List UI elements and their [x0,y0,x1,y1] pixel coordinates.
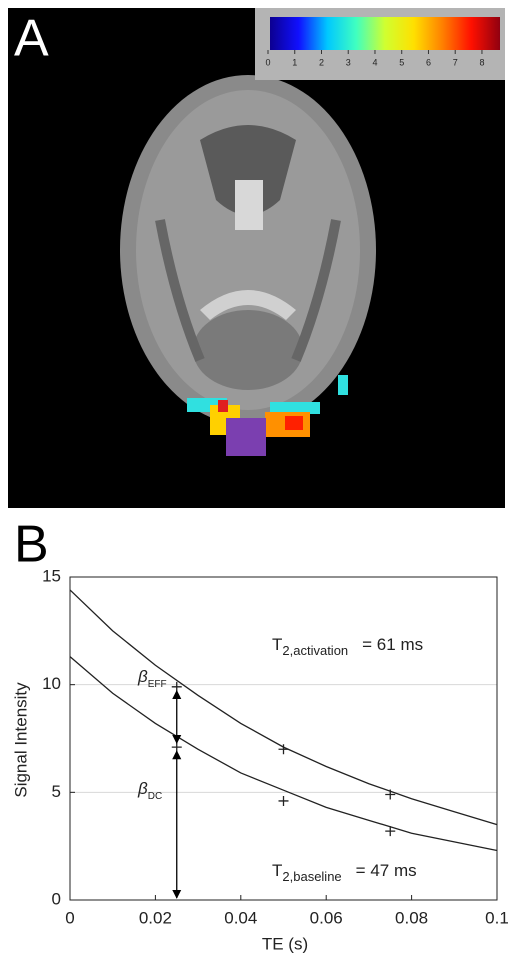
annotation-symbol: T [272,635,282,654]
colorbar [270,17,500,50]
line [69,656,498,852]
panel-label: B [14,516,49,574]
marker [385,826,396,837]
annotation: βEFF [137,667,167,689]
colorbar-tick-label: 7 [453,57,458,67]
annotation: βDC [137,779,162,801]
panel-label: A [14,10,49,68]
colorbar-tick-label: 6 [426,57,431,67]
colorbar-tick-label: 3 [346,57,351,67]
colorbar-tick-label: 4 [372,57,377,67]
annotation-symbol: T [272,861,282,880]
y-tick-label: 5 [52,782,61,801]
x-tick-label: 0 [65,908,74,927]
annotation-subscript: EFF [148,679,167,690]
colorbar-tick-label: 2 [319,57,324,67]
annotation-value: = 47 ms [356,861,417,880]
annotation-value: = 61 ms [362,635,423,654]
plot-area [70,577,497,900]
y-axis-label: Signal Intensity [11,682,30,798]
marker [385,789,396,800]
brain-image [120,75,376,425]
y-tick-label: 0 [52,889,61,908]
plot-frame [69,576,498,901]
colorbar-tick-label: 5 [399,57,404,67]
activation-overlay [187,375,348,456]
y-tick-label: 15 [42,566,61,585]
annotation-symbol: β [137,667,148,686]
marker [278,744,289,755]
annotation-subscript: 2,activation [282,643,348,658]
annotation-subscript: DC [148,791,162,802]
x-tick-label: 0.08 [395,908,428,927]
x-axis-label: TE (s) [262,934,308,953]
annotation-symbol: β [137,779,148,798]
y-tick-label: 10 [42,674,61,693]
marker [278,795,289,806]
x-tick-label: 0.1 [485,908,509,927]
x-tick-label: 0.06 [310,908,343,927]
colorbar-tick-label: 1 [292,57,297,67]
x-tick-label: 0.02 [139,908,172,927]
annotation: T2,activation = 61 ms [272,635,423,658]
x-tick-label: 0.04 [224,908,257,927]
colorbar-tick-label: 0 [265,57,270,67]
annotation: T2,baseline = 47 ms [272,861,417,884]
annotation-subscript: 2,baseline [282,869,341,884]
colorbar-tick-label: 8 [479,57,484,67]
